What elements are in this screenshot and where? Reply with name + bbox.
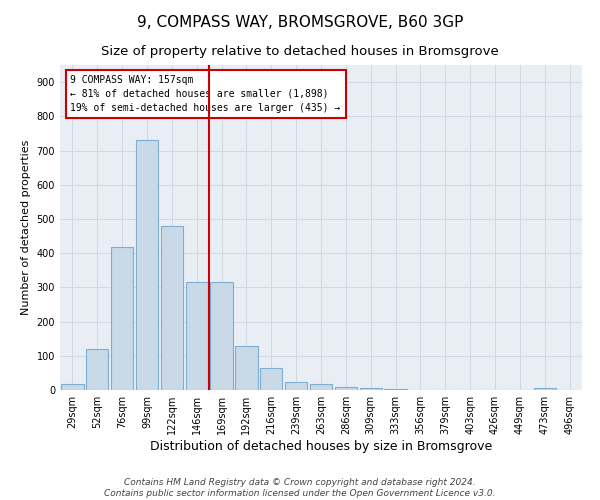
Bar xyxy=(235,346,257,390)
Text: 9, COMPASS WAY, BROMSGROVE, B60 3GP: 9, COMPASS WAY, BROMSGROVE, B60 3GP xyxy=(137,15,463,30)
Bar xyxy=(61,384,83,390)
Bar xyxy=(359,388,382,390)
Bar xyxy=(285,382,307,390)
Bar xyxy=(86,349,109,390)
Bar xyxy=(260,368,283,390)
X-axis label: Distribution of detached houses by size in Bromsgrove: Distribution of detached houses by size … xyxy=(150,440,492,453)
Bar xyxy=(335,386,357,390)
Bar xyxy=(211,282,233,390)
Text: Contains HM Land Registry data © Crown copyright and database right 2024.
Contai: Contains HM Land Registry data © Crown c… xyxy=(104,478,496,498)
Text: Size of property relative to detached houses in Bromsgrove: Size of property relative to detached ho… xyxy=(101,45,499,58)
Bar xyxy=(185,282,208,390)
Bar xyxy=(111,247,133,390)
Text: 9 COMPASS WAY: 157sqm
← 81% of detached houses are smaller (1,898)
19% of semi-d: 9 COMPASS WAY: 157sqm ← 81% of detached … xyxy=(70,74,341,113)
Y-axis label: Number of detached properties: Number of detached properties xyxy=(21,140,31,315)
Bar xyxy=(533,388,556,390)
Bar xyxy=(310,384,332,390)
Bar xyxy=(136,140,158,390)
Bar xyxy=(161,226,183,390)
